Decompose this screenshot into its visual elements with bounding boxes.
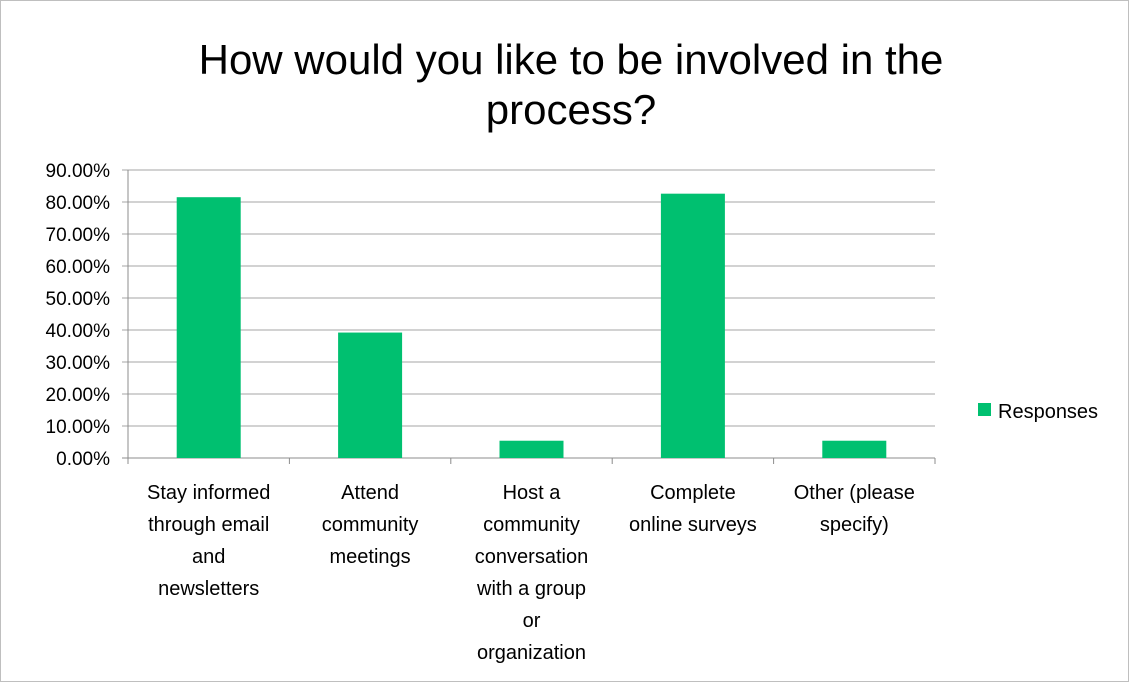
bar-1 <box>176 197 241 458</box>
x-tick-label: through email <box>148 514 269 536</box>
x-tick-label: Host a <box>503 482 562 504</box>
chart-title-line-2: process? <box>485 86 657 133</box>
x-tick-label: conversation <box>475 546 588 568</box>
x-tick-label: and <box>192 546 225 568</box>
y-tick-label: 60.00% <box>46 257 111 278</box>
y-tick-label: 30.00% <box>46 353 111 374</box>
x-tick-label: Stay informed <box>147 482 270 504</box>
y-tick-label: 50.00% <box>46 289 111 310</box>
bar-4 <box>660 193 725 458</box>
x-tick-label: with a group <box>476 578 586 600</box>
bar-5 <box>822 440 887 458</box>
x-tick-label: community <box>483 514 580 536</box>
x-tick-label: Complete <box>650 482 736 504</box>
y-tick-label: 40.00% <box>46 321 111 342</box>
x-tick-label: meetings <box>330 546 411 568</box>
bar-2 <box>338 332 403 458</box>
x-tick-label: online surveys <box>629 514 757 536</box>
bar-3 <box>499 440 564 458</box>
chart-title-line-1: How would you like to be involved in the <box>198 36 944 83</box>
y-tick-label: 90.00% <box>46 161 111 182</box>
y-tick-label: 0.00% <box>56 449 110 470</box>
x-tick-label: specify) <box>820 514 889 536</box>
y-tick-label: 10.00% <box>46 417 111 438</box>
chart-title: How would you like to be involved in the… <box>61 35 1081 135</box>
x-tick-label: organization <box>477 642 586 664</box>
x-tick-label: Other (please <box>794 482 915 504</box>
y-tick-label: 80.00% <box>46 193 111 214</box>
legend-swatch <box>978 403 991 416</box>
legend-label: Responses <box>998 401 1098 423</box>
x-tick-label: community <box>322 514 419 536</box>
y-tick-label: 20.00% <box>46 385 111 406</box>
x-tick-label: newsletters <box>158 578 259 600</box>
x-tick-label: or <box>523 610 541 632</box>
x-tick-label: Attend <box>341 482 399 504</box>
y-tick-label: 70.00% <box>46 225 111 246</box>
